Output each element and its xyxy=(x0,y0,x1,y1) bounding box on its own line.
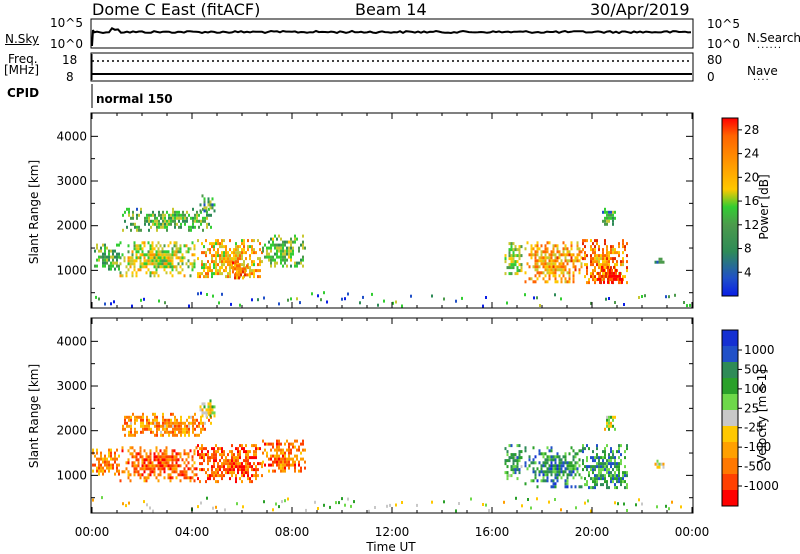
y-tick-label: 3000 xyxy=(56,174,87,188)
power-colorbar-tick: 8 xyxy=(744,242,752,256)
power-colorbar-tick: 24 xyxy=(744,147,759,161)
scatter-region xyxy=(232,261,250,280)
date-label: 30/Apr/2019 xyxy=(590,0,690,19)
power-colorbar-tick: 20 xyxy=(744,170,759,184)
freq-label: Freq. xyxy=(8,52,38,66)
scatter-region xyxy=(504,242,523,276)
power-colorbar-tick: 28 xyxy=(744,123,759,137)
freq-right-tick-top: 80 xyxy=(707,53,723,67)
power-colorbar-tick: 4 xyxy=(744,265,752,279)
power-colorbar-label: Power [dB] xyxy=(757,174,771,239)
velocity-ylabel: Slant Range [km] xyxy=(27,364,41,468)
cpid-mode: normal 150 xyxy=(96,92,173,106)
velocity-panel: 1000 2000 3000 4000 00:00 04:00 08:00 12:00 16:0… xyxy=(56,317,710,539)
scatter-region xyxy=(262,439,306,473)
x-tick-label: 12:00 xyxy=(375,525,410,539)
y-tick-label: 1000 xyxy=(56,468,87,482)
velocity-colorbar-tick: 1000 xyxy=(744,343,775,357)
nsky-label: N.Sky xyxy=(5,32,40,46)
scatter-region xyxy=(122,207,212,232)
ground-scatter xyxy=(95,291,691,308)
scatter-region xyxy=(199,194,216,213)
scatter-region xyxy=(119,241,196,278)
power-colorbar xyxy=(721,117,739,297)
freq-left-tick-top: 18 xyxy=(62,53,78,67)
x-tick-label: 00:00 xyxy=(675,525,710,539)
velocity-colorbar-tick: -500 xyxy=(744,460,771,474)
noise-right-tick-top: 10^5 xyxy=(707,17,740,31)
y-tick-label: 1000 xyxy=(56,263,87,277)
nsearch-legend-dots: ...... xyxy=(757,40,783,51)
cpid-label: CPID xyxy=(7,86,40,100)
scatter-region xyxy=(122,412,212,437)
x-axis-label: Time UT xyxy=(365,540,416,554)
y-tick-label: 4000 xyxy=(56,334,87,348)
power-colorbar-tick: 16 xyxy=(744,194,759,208)
x-tick-label: 04:00 xyxy=(175,525,210,539)
freq-unit-label: [MHz] xyxy=(4,63,40,77)
noise-panel xyxy=(90,18,694,49)
scatter-region xyxy=(197,444,263,484)
x-tick-label: 00:00 xyxy=(75,525,110,539)
scatter-region xyxy=(654,257,665,264)
y-tick-label: 2000 xyxy=(56,219,87,233)
scatter-region xyxy=(524,446,583,489)
freq-panel xyxy=(90,52,694,82)
noise-left-tick-top: 10^5 xyxy=(50,16,83,30)
power-panel: 1000 2000 3000 4000 xyxy=(56,112,694,309)
y-tick-label: 2000 xyxy=(56,424,87,438)
noise-left-tick-bottom: 10^0 xyxy=(50,37,83,51)
velocity-colorbar-tick: -1000 xyxy=(744,479,779,493)
power-colorbar-tick: 12 xyxy=(744,218,759,232)
scatter-region xyxy=(582,444,628,490)
scatter-region xyxy=(504,444,523,481)
velocity-colorbar-tick: -25 xyxy=(744,421,764,435)
x-tick-label: 20:00 xyxy=(575,525,610,539)
velocity-colorbar-tick: 25 xyxy=(744,401,759,415)
beam-label: Beam 14 xyxy=(355,0,427,19)
y-tick-label: 4000 xyxy=(56,129,87,143)
x-tick-label: 16:00 xyxy=(475,525,510,539)
scatter-region xyxy=(654,459,665,469)
velocity-colorbar xyxy=(721,329,739,507)
scatter-region xyxy=(597,265,623,284)
scatter-region xyxy=(524,241,583,284)
scatter-region xyxy=(119,446,198,483)
velocity-colorbar-label: Velocity [m s-1] xyxy=(755,369,769,463)
scatter-region xyxy=(197,239,263,279)
freq-left-tick-bottom: 8 xyxy=(66,70,74,84)
scatter-region xyxy=(92,448,120,476)
scatter-region xyxy=(199,399,216,418)
scatter-region xyxy=(602,207,616,226)
nave-legend-dots: .... xyxy=(753,72,770,83)
scatter-region xyxy=(94,243,120,271)
y-tick-label: 3000 xyxy=(56,379,87,393)
power-ylabel: Slant Range [km] xyxy=(27,160,41,264)
freq-right-tick-bottom: 0 xyxy=(707,70,715,84)
scatter-region xyxy=(604,415,616,431)
nsearch-label: N.Search xyxy=(747,31,800,45)
velocity-colorbar-tick: 100 xyxy=(744,382,767,396)
ground-scatter xyxy=(92,496,682,513)
velocity-colorbar-tick: 500 xyxy=(744,362,767,376)
scatter-region xyxy=(262,234,306,268)
station-title: Dome C East (fitACF) xyxy=(92,0,261,19)
x-tick-label: 08:00 xyxy=(275,525,310,539)
noise-right-tick-bottom: 10^0 xyxy=(707,37,740,51)
velocity-colorbar-tick: -100 xyxy=(744,440,771,454)
nave-label: Nave xyxy=(747,64,778,78)
